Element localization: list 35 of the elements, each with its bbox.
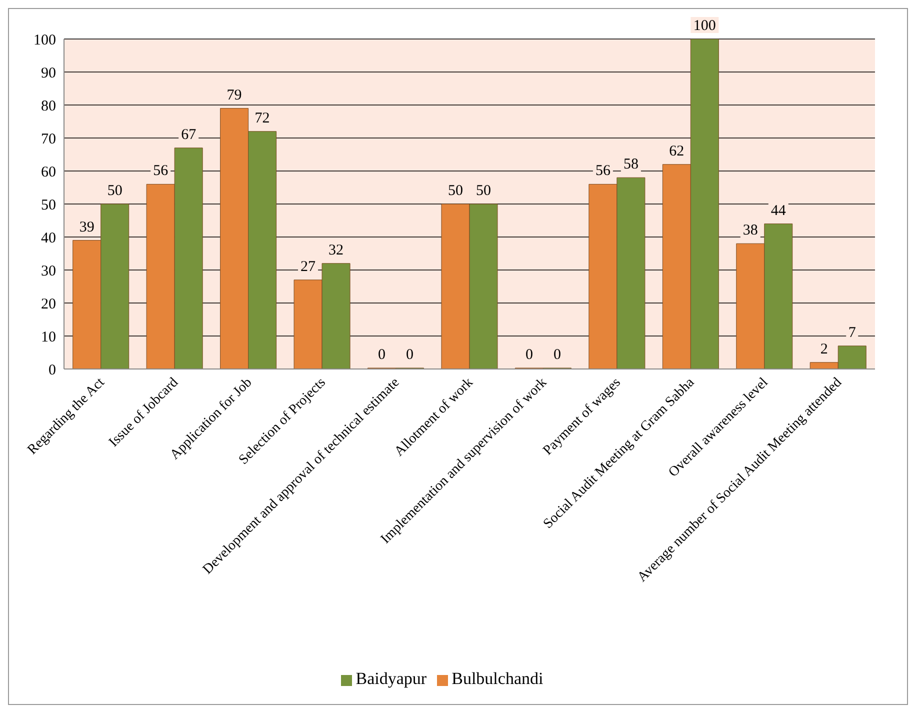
data-label: 0 <box>406 347 414 363</box>
y-tick-label: 10 <box>41 329 56 346</box>
data-label: 27 <box>300 258 316 275</box>
data-label: 56 <box>153 163 169 180</box>
data-label: 0 <box>525 347 533 363</box>
data-label: 58 <box>623 156 638 173</box>
y-tick-label: 60 <box>41 164 56 180</box>
data-label: 56 <box>595 163 611 180</box>
data-label: 100 <box>693 18 716 34</box>
y-tick-label: 50 <box>41 197 56 214</box>
y-tick-label: 30 <box>41 263 56 280</box>
data-label: 50 <box>448 183 463 199</box>
y-tick-label: 0 <box>48 362 56 378</box>
data-label: 2 <box>820 341 828 358</box>
y-tick-label: 100 <box>34 32 56 48</box>
legend-label: Bulbulchandi <box>452 669 544 688</box>
data-label: 62 <box>669 143 684 160</box>
data-label: 72 <box>254 110 270 126</box>
data-label: 79 <box>226 87 242 104</box>
y-tick-label: 80 <box>41 98 56 114</box>
data-label: 38 <box>742 222 758 239</box>
data-label: 32 <box>328 242 344 258</box>
data-label: 0 <box>553 347 561 363</box>
data-label: 44 <box>770 202 786 219</box>
legend-label: Baidyapur <box>356 669 427 688</box>
data-label: 7 <box>848 324 856 341</box>
data-label: 39 <box>79 219 94 236</box>
y-tick-label: 20 <box>41 296 56 312</box>
data-label: 50 <box>107 183 122 199</box>
y-tick-label: 90 <box>41 65 56 82</box>
y-tick-label: 40 <box>41 230 56 246</box>
data-label: 0 <box>378 347 386 363</box>
data-label: 67 <box>181 126 197 143</box>
data-label: 50 <box>476 183 491 199</box>
y-tick-label: 70 <box>41 131 56 148</box>
